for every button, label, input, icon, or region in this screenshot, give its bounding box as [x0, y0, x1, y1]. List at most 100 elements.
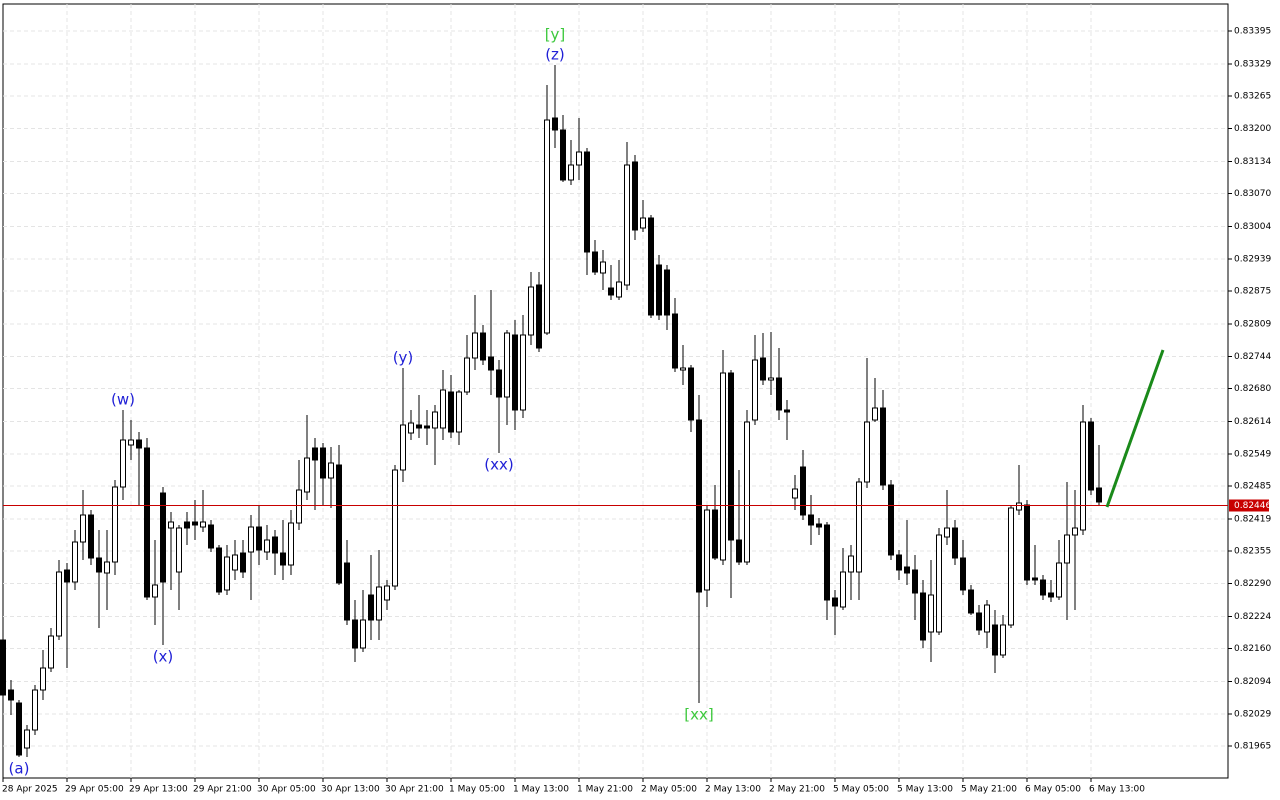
- candle-body: [720, 372, 726, 561]
- candle-body: [624, 164, 630, 286]
- candle-body: [536, 284, 542, 349]
- candle-body: [1000, 624, 1006, 656]
- candle-body: [976, 612, 982, 631]
- candle-body: [208, 524, 214, 549]
- y-tick-label: 0.82094: [1234, 677, 1271, 687]
- candle-body: [800, 466, 806, 516]
- candle-body: [824, 524, 830, 601]
- candle-body: [440, 389, 446, 429]
- candle-body: [504, 332, 510, 398]
- x-tick-label: 30 Apr 13:00: [321, 785, 380, 795]
- candle-body: [680, 367, 686, 371]
- candle-body: [304, 457, 310, 493]
- candle-body: [944, 527, 950, 538]
- candle-body: [832, 597, 838, 607]
- candle-body: [200, 521, 206, 528]
- x-tick-label: 2 May 21:00: [769, 785, 825, 795]
- candle-body: [184, 521, 190, 529]
- current-price-box: [1229, 499, 1269, 512]
- candle-body: [936, 534, 942, 633]
- candle-body: [704, 509, 710, 591]
- candle-body: [1008, 507, 1014, 626]
- candle-body: [424, 425, 430, 429]
- candle-body: [72, 541, 78, 583]
- y-tick-label: 0.82290: [1234, 579, 1271, 589]
- candle-body: [40, 667, 46, 691]
- candle-body: [808, 514, 814, 526]
- candle-body: [672, 313, 678, 369]
- candle-body: [152, 584, 158, 598]
- candle-body: [1088, 421, 1094, 491]
- x-tick-label: 29 Apr 05:00: [65, 785, 124, 795]
- candle-body: [0, 639, 6, 696]
- candle-body: [1072, 527, 1078, 536]
- wave-label: (y): [393, 349, 414, 367]
- candle-body: [888, 484, 894, 556]
- candle-body: [856, 481, 862, 573]
- candle-body: [288, 522, 294, 566]
- candle-body: [736, 539, 742, 563]
- current-price-label: 0.82446: [1234, 501, 1271, 511]
- candle-body: [792, 488, 798, 499]
- y-tick-label: 0.82355: [1234, 547, 1271, 557]
- candle-body: [1040, 579, 1046, 596]
- x-tick-label: 29 Apr 21:00: [193, 785, 252, 795]
- candle-body: [344, 562, 350, 621]
- candle-body: [88, 514, 94, 559]
- wave-label: [xx]: [684, 706, 713, 724]
- candle-body: [248, 526, 254, 553]
- x-tick-label: 28 Apr 2025: [2, 785, 58, 795]
- candle-body: [1048, 592, 1054, 598]
- x-tick-label: 6 May 05:00: [1025, 785, 1081, 795]
- candle-body: [600, 261, 606, 274]
- candle-body: [136, 439, 142, 449]
- x-tick-label: 30 Apr 21:00: [385, 785, 444, 795]
- candle-body: [960, 557, 966, 591]
- candle-body: [48, 635, 54, 669]
- candle-body: [352, 619, 358, 649]
- candle-body: [1016, 502, 1022, 511]
- candle-body: [104, 561, 110, 574]
- candle-body: [264, 539, 270, 553]
- wave-label: (a): [9, 760, 30, 778]
- candle-body: [928, 594, 934, 633]
- y-tick-label: 0.83265: [1234, 92, 1271, 102]
- candle-body: [480, 332, 486, 361]
- x-tick-label: 2 May 13:00: [705, 785, 761, 795]
- candle-body: [192, 521, 198, 526]
- y-tick-label: 0.82160: [1234, 644, 1271, 654]
- y-tick-label: 0.81965: [1234, 742, 1271, 752]
- y-tick-label: 0.82614: [1234, 417, 1271, 427]
- y-tick-label: 0.82875: [1234, 287, 1271, 297]
- candle-body: [16, 702, 22, 756]
- candle-body: [256, 526, 262, 551]
- candle-body: [632, 161, 638, 231]
- candle-body: [376, 586, 382, 621]
- y-tick-label: 0.83070: [1234, 189, 1271, 199]
- candle-body: [896, 554, 902, 571]
- x-tick-label: 2 May 05:00: [641, 785, 697, 795]
- y-tick-label: 0.82419: [1234, 515, 1271, 525]
- candle-body: [776, 377, 782, 411]
- candle-body: [552, 117, 558, 131]
- candle-body: [472, 332, 478, 359]
- y-tick-label: 0.83200: [1234, 124, 1271, 134]
- x-tick-label: 1 May 05:00: [449, 785, 505, 795]
- candle-body: [408, 422, 414, 434]
- candle-body: [176, 527, 182, 573]
- candle-body: [968, 589, 974, 614]
- candle-body: [1056, 562, 1062, 598]
- candle-body: [912, 569, 918, 594]
- wave-label: (xx): [484, 456, 513, 474]
- candle-body: [80, 514, 86, 543]
- candle-body: [768, 377, 774, 381]
- candle-body: [240, 552, 246, 573]
- candle-body: [568, 164, 574, 181]
- candle-body: [752, 359, 758, 421]
- y-tick-label: 0.82485: [1234, 482, 1271, 492]
- candle-body: [920, 592, 926, 641]
- candle-body: [1080, 421, 1086, 531]
- candle-body: [816, 523, 822, 528]
- candle-body: [64, 569, 70, 583]
